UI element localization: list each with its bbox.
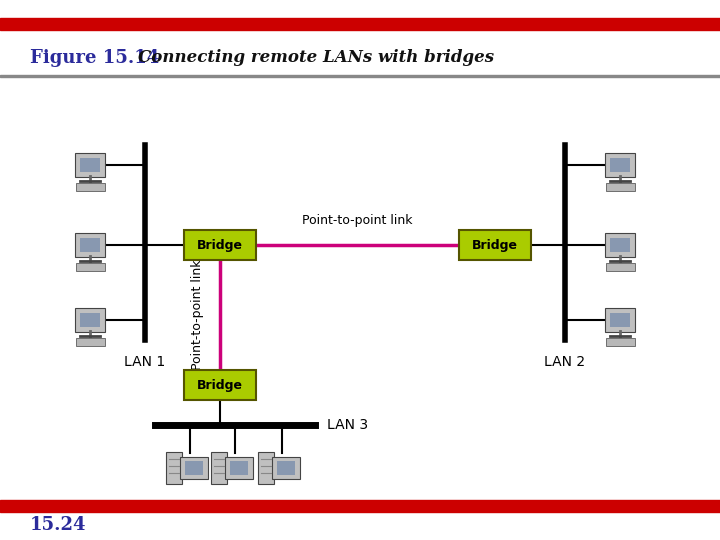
FancyBboxPatch shape xyxy=(76,183,104,191)
FancyBboxPatch shape xyxy=(76,338,104,346)
Bar xyxy=(277,461,295,475)
FancyBboxPatch shape xyxy=(258,452,274,484)
Text: Point-to-point link: Point-to-point link xyxy=(302,214,413,227)
FancyBboxPatch shape xyxy=(606,262,634,271)
Text: Bridge: Bridge xyxy=(197,379,243,392)
Text: Bridge: Bridge xyxy=(197,239,243,252)
FancyBboxPatch shape xyxy=(459,230,531,260)
FancyBboxPatch shape xyxy=(606,338,634,346)
Bar xyxy=(80,238,100,252)
FancyBboxPatch shape xyxy=(75,153,105,177)
FancyBboxPatch shape xyxy=(605,153,635,177)
FancyBboxPatch shape xyxy=(605,233,635,257)
Bar xyxy=(80,158,100,172)
FancyBboxPatch shape xyxy=(76,262,104,271)
Bar xyxy=(0,75,720,77)
FancyBboxPatch shape xyxy=(75,233,105,257)
Text: 15.24: 15.24 xyxy=(30,516,86,534)
Bar xyxy=(230,461,248,475)
FancyBboxPatch shape xyxy=(606,183,634,191)
Bar xyxy=(80,313,100,327)
Text: Connecting remote LANs with bridges: Connecting remote LANs with bridges xyxy=(138,50,494,66)
Text: LAN 1: LAN 1 xyxy=(125,355,166,369)
FancyBboxPatch shape xyxy=(75,308,105,332)
Bar xyxy=(610,313,630,327)
FancyBboxPatch shape xyxy=(211,452,227,484)
FancyBboxPatch shape xyxy=(605,308,635,332)
Text: LAN 3: LAN 3 xyxy=(327,418,368,432)
Bar xyxy=(185,461,203,475)
Text: LAN 2: LAN 2 xyxy=(544,355,585,369)
FancyBboxPatch shape xyxy=(180,457,208,479)
FancyBboxPatch shape xyxy=(272,457,300,479)
Bar xyxy=(0,500,720,512)
FancyBboxPatch shape xyxy=(184,230,256,260)
Text: Point-to-point link: Point-to-point link xyxy=(192,260,204,370)
Text: Figure 15.14: Figure 15.14 xyxy=(30,49,159,67)
FancyBboxPatch shape xyxy=(184,370,256,400)
FancyBboxPatch shape xyxy=(166,452,182,484)
Text: Bridge: Bridge xyxy=(472,239,518,252)
Bar xyxy=(610,238,630,252)
FancyBboxPatch shape xyxy=(225,457,253,479)
Bar xyxy=(610,158,630,172)
Bar xyxy=(0,18,720,30)
